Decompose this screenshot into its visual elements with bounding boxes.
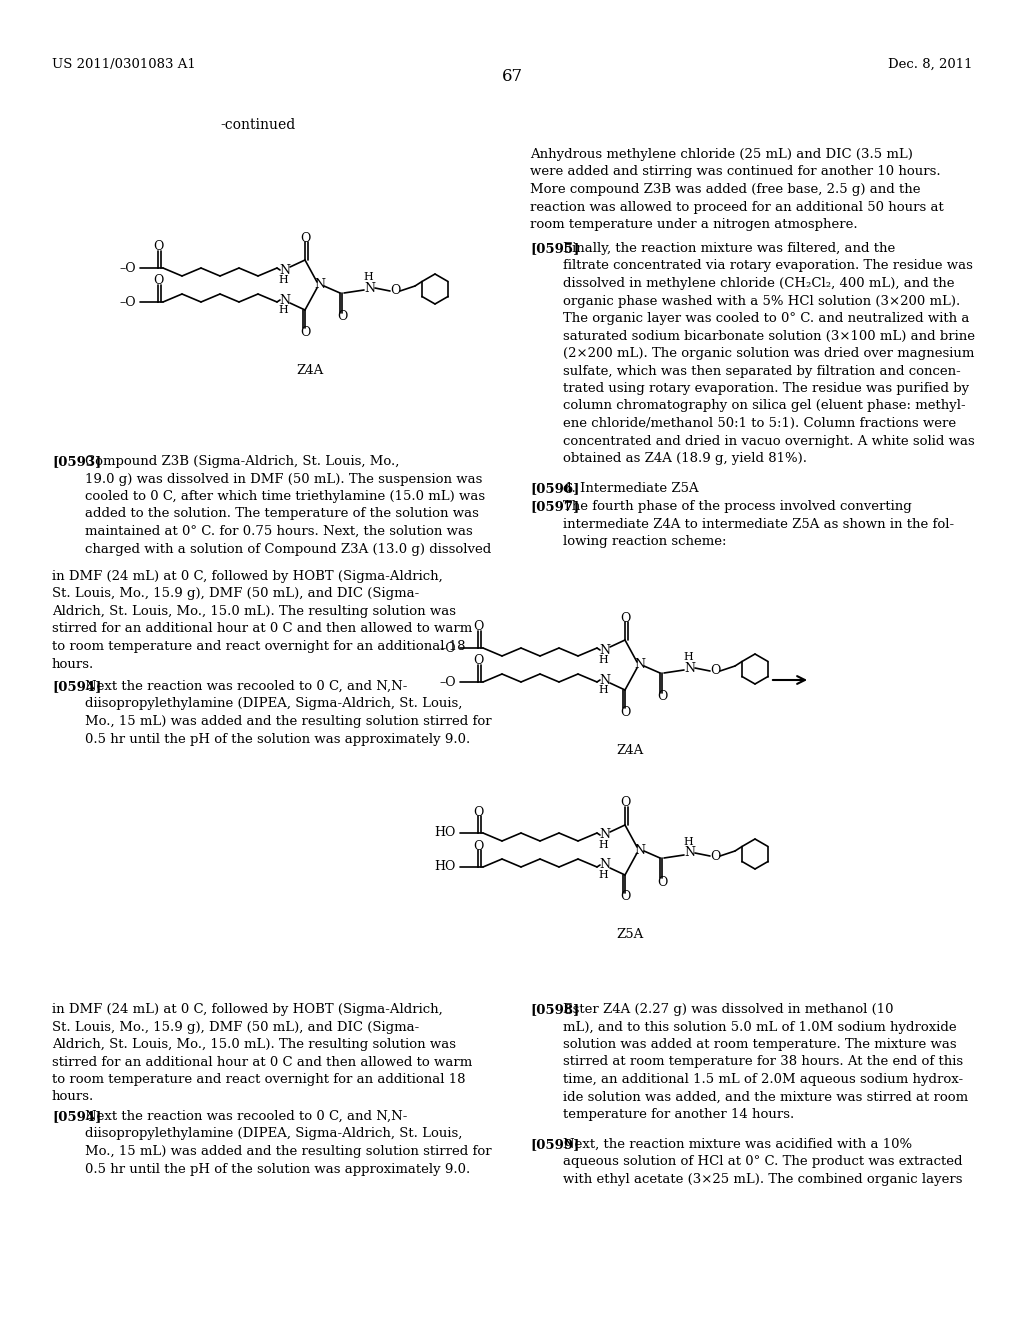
Text: N: N [684, 846, 695, 859]
Text: O: O [620, 705, 630, 718]
Text: O: O [300, 231, 310, 244]
Text: -continued: -continued [220, 117, 296, 132]
Text: O: O [153, 240, 163, 253]
Text: O: O [473, 840, 483, 853]
Text: H: H [683, 652, 693, 663]
Text: O: O [473, 655, 483, 668]
Text: O: O [390, 285, 400, 297]
Text: [0596]: [0596] [530, 482, 580, 495]
Text: H: H [598, 655, 608, 665]
Text: N: N [280, 264, 291, 276]
Text: O: O [620, 611, 630, 624]
Text: N: N [684, 661, 695, 675]
Text: The fourth phase of the process involved converting
intermediate Z4A to intermed: The fourth phase of the process involved… [562, 500, 953, 548]
Text: Z5A: Z5A [616, 928, 644, 941]
Text: O: O [300, 326, 310, 338]
Text: N: N [635, 659, 645, 672]
Text: Ester Z4A (2.27 g) was dissolved in methanol (10
mL), and to this solution 5.0 m: Ester Z4A (2.27 g) was dissolved in meth… [562, 1003, 968, 1121]
Text: –O: –O [120, 296, 136, 309]
Text: O: O [473, 620, 483, 634]
Text: [0594]: [0594] [52, 1110, 101, 1123]
Text: O: O [153, 275, 163, 288]
Text: N: N [599, 829, 610, 842]
Text: O: O [473, 805, 483, 818]
Text: N: N [599, 858, 610, 871]
Text: O: O [620, 796, 630, 809]
Text: O: O [656, 875, 668, 888]
Text: Anhydrous methylene chloride (25 mL) and DIC (3.5 mL)
were added and stirring wa: Anhydrous methylene chloride (25 mL) and… [530, 148, 944, 231]
Text: [0598]: [0598] [530, 1003, 580, 1016]
Text: US 2011/0301083 A1: US 2011/0301083 A1 [52, 58, 196, 71]
Text: H: H [598, 870, 608, 880]
Text: HO: HO [434, 861, 456, 874]
Text: [0593]: [0593] [52, 455, 101, 469]
Text: N: N [599, 673, 610, 686]
Text: H: H [279, 275, 288, 285]
Text: N: N [314, 279, 326, 292]
Text: O: O [337, 310, 347, 323]
Text: –O: –O [439, 676, 456, 689]
Text: –O: –O [120, 261, 136, 275]
Text: Z4A: Z4A [296, 363, 324, 376]
Text: O: O [710, 664, 720, 677]
Text: Next the reaction was recooled to 0 C, and N,N-
diisopropylethylamine (DIPEA, Si: Next the reaction was recooled to 0 C, a… [85, 1110, 492, 1176]
Text: H: H [279, 305, 288, 315]
Text: [0594]: [0594] [52, 680, 101, 693]
Text: H: H [364, 272, 373, 282]
Text: O: O [656, 690, 668, 704]
Text: d. Intermediate Z5A: d. Intermediate Z5A [562, 482, 698, 495]
Text: H: H [598, 840, 608, 850]
Text: O: O [620, 891, 630, 903]
Text: N: N [635, 843, 645, 857]
Text: Compound Z3B (Sigma-Aldrich, St. Louis, Mo.,
19.0 g) was dissolved in DMF (50 mL: Compound Z3B (Sigma-Aldrich, St. Louis, … [85, 455, 490, 556]
Text: –O: –O [439, 642, 456, 655]
Text: [0599]: [0599] [530, 1138, 580, 1151]
Text: [0597]: [0597] [530, 500, 580, 513]
Text: Next the reaction was recooled to 0 C, and N,N-
diisopropylethylamine (DIPEA, Si: Next the reaction was recooled to 0 C, a… [85, 680, 492, 746]
Text: O: O [710, 850, 720, 862]
Text: in DMF (24 mL) at 0 C, followed by HOBT (Sigma-Aldrich,
St. Louis, Mo., 15.9 g),: in DMF (24 mL) at 0 C, followed by HOBT … [52, 570, 472, 671]
Text: Z4A: Z4A [616, 743, 644, 756]
Text: H: H [683, 837, 693, 847]
Text: Finally, the reaction mixture was filtered, and the
filtrate concentrated via ro: Finally, the reaction mixture was filter… [562, 242, 975, 465]
Text: N: N [599, 644, 610, 656]
Text: [0595]: [0595] [530, 242, 580, 255]
Text: N: N [280, 293, 291, 306]
Text: in DMF (24 mL) at 0 C, followed by HOBT (Sigma-Aldrich,
St. Louis, Mo., 15.9 g),: in DMF (24 mL) at 0 C, followed by HOBT … [52, 1003, 472, 1104]
Text: Next, the reaction mixture was acidified with a 10%
aqueous solution of HCl at 0: Next, the reaction mixture was acidified… [562, 1138, 963, 1185]
Text: N: N [365, 281, 376, 294]
Text: H: H [598, 685, 608, 696]
Text: 67: 67 [502, 69, 522, 84]
Text: Dec. 8, 2011: Dec. 8, 2011 [888, 58, 972, 71]
Text: HO: HO [434, 826, 456, 840]
